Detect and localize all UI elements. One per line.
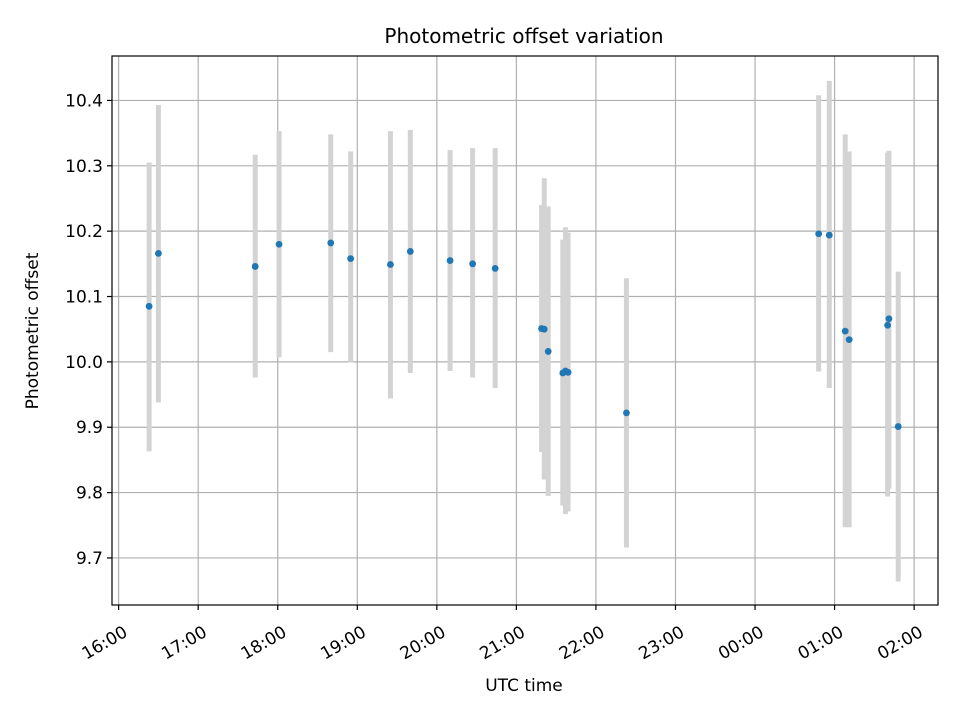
x-axis-ticks: 16:00 17:00 18:00 19:00 20:00 21:00 22:00 23:00… — [79, 605, 927, 664]
data-points — [145, 230, 902, 430]
y-tick-label: 10.4 — [65, 91, 103, 111]
data-point — [145, 302, 153, 310]
data-point — [815, 230, 823, 238]
x-axis-label: UTC time — [485, 676, 563, 696]
error-bars — [146, 80, 901, 582]
x-tick-label: 18:00 — [238, 622, 290, 664]
x-tick-label: 02:00 — [874, 622, 926, 664]
chart-title: Photometric offset variation — [384, 24, 663, 48]
x-tick-label: 19:00 — [317, 622, 369, 664]
data-point — [155, 249, 162, 257]
x-tick-label: 20:00 — [397, 622, 449, 664]
data-point — [544, 348, 552, 355]
data-point — [406, 248, 414, 255]
grid — [112, 56, 938, 605]
data-point — [540, 325, 548, 333]
data-point — [275, 240, 283, 248]
y-tick-label: 9.7 — [76, 549, 103, 569]
data-point — [845, 336, 853, 344]
data-point — [469, 260, 477, 268]
x-tick-label: 21:00 — [476, 622, 528, 664]
y-tick-label: 9.9 — [76, 418, 103, 438]
data-point — [825, 231, 833, 239]
x-tick-label: 17:00 — [158, 622, 210, 664]
data-point — [387, 261, 394, 268]
data-point — [327, 239, 335, 247]
data-point — [623, 409, 630, 417]
data-point — [884, 321, 892, 329]
x-tick-label: 22:00 — [556, 622, 608, 664]
y-tick-label: 9.8 — [76, 484, 103, 504]
data-point — [491, 265, 499, 272]
x-tick-label: 16:00 — [79, 622, 131, 664]
y-tick-label: 10.1 — [65, 288, 103, 308]
data-point — [885, 315, 893, 323]
data-point — [446, 257, 454, 264]
y-axis-ticks: 9.7 9.8 9.9 10.0 10.1 10.2 10.3 10.4 — [65, 91, 112, 569]
data-point — [841, 327, 849, 335]
y-tick-label: 10.3 — [65, 157, 103, 177]
x-tick-label: 00:00 — [715, 622, 767, 664]
plot-frame — [111, 55, 939, 606]
x-tick-label: 01:00 — [795, 622, 847, 664]
data-point — [894, 423, 902, 430]
y-tick-label: 10.2 — [65, 222, 103, 242]
data-point — [251, 263, 259, 270]
x-tick-label: 23:00 — [636, 622, 688, 664]
y-axis-label: Photometric offset — [23, 252, 43, 409]
data-point — [564, 368, 572, 376]
data-point — [347, 255, 355, 263]
y-tick-label: 10.0 — [65, 353, 103, 373]
